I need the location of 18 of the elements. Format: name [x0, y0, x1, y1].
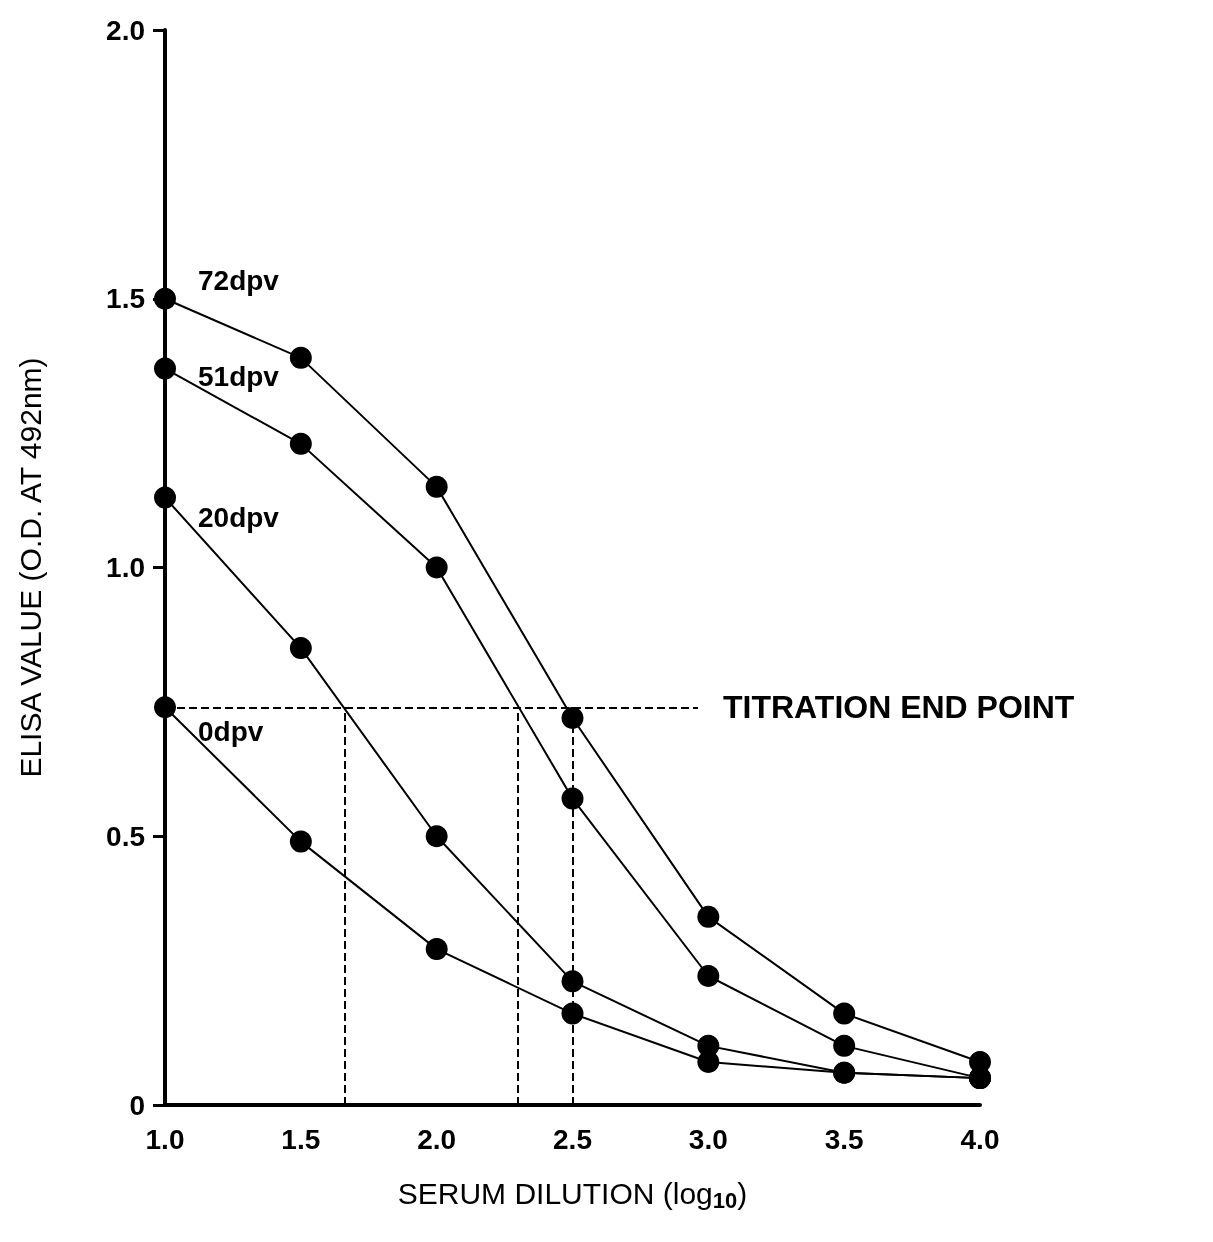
x-tick-label: 1.5	[281, 1123, 321, 1155]
y-tick-label: 1.5	[106, 283, 145, 315]
y-axis-title: ELISA VALUE (O.D. AT 492nm)	[13, 357, 47, 778]
x-tick-label: 1.0	[145, 1123, 185, 1155]
y-tick-label: 2.0	[106, 14, 145, 46]
series-label: 20dpv	[198, 502, 280, 534]
series-label: 51dpv	[198, 361, 280, 393]
x-tick-label: 2.5	[553, 1123, 592, 1155]
y-tick-label: 0.5	[106, 820, 145, 852]
x-tick-label: 3.5	[824, 1123, 864, 1155]
y-tick-label: 1.0	[106, 552, 145, 583]
x-tick-label: 2.0	[417, 1123, 457, 1155]
y-tick-label: 0	[129, 1089, 145, 1121]
series-label: 0dpv	[198, 715, 264, 747]
series-label: 72dpv	[198, 265, 280, 297]
x-tick-label: 3.0	[688, 1123, 728, 1155]
ref-line-label: TITRATION END POINT	[723, 689, 1075, 726]
x-tick-label: 4.0	[960, 1123, 1000, 1155]
